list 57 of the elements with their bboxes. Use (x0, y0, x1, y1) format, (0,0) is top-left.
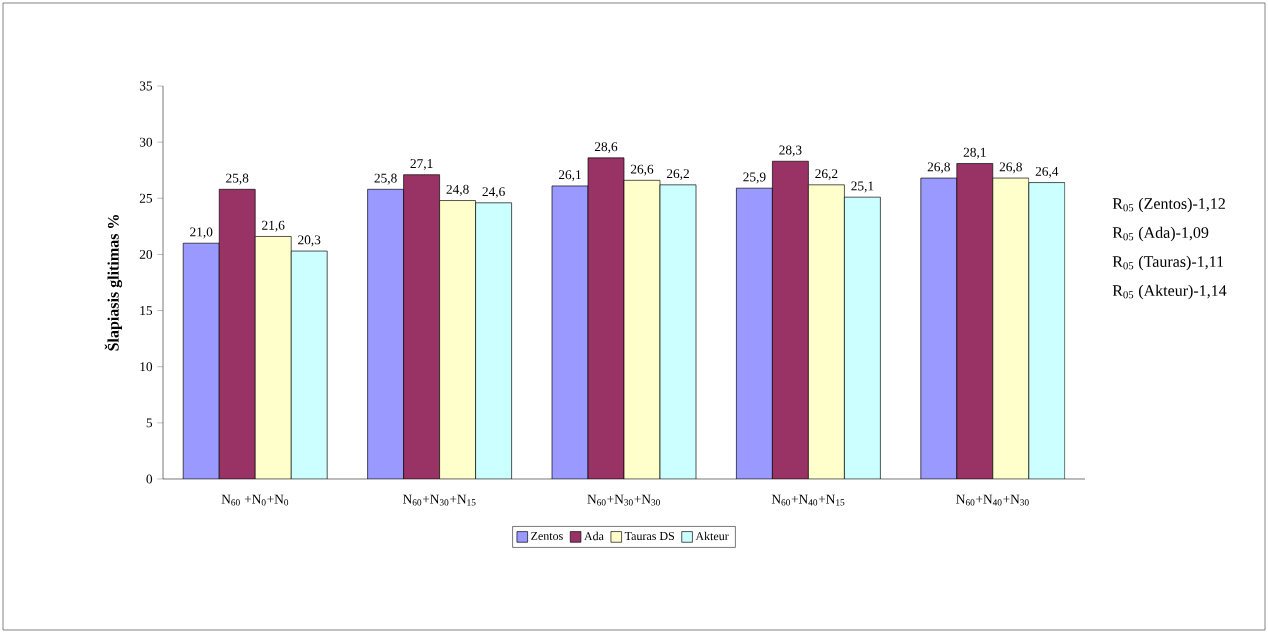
bar (588, 157, 624, 479)
text: R$_{05}$ (Zentos)-1,12 (1112, 197, 1225, 213)
data-label: 26,8 (927, 162, 950, 174)
bar (183, 243, 220, 479)
data-label: 25,1 (851, 181, 874, 193)
legend-label: Akteur (695, 531, 729, 541)
bar (439, 200, 476, 479)
y-tick-label: 20 (139, 249, 153, 259)
data-label: 26,2 (666, 169, 689, 181)
legend-label: Zentos (531, 531, 563, 540)
bar (624, 180, 661, 479)
data-label: 27,1 (410, 159, 433, 170)
bar (403, 174, 440, 479)
y-tick-label: 10 (140, 362, 153, 372)
text: R$_{05}$ (Ada)-1,09 (1112, 226, 1209, 242)
bar (920, 177, 958, 479)
data-label: 28,6 (594, 142, 618, 154)
y-tick-label: 35 (139, 81, 153, 91)
x-tick-label: N$_{60}$+N$_{40}$+N$_{15}$ (771, 494, 845, 506)
data-label: 26,4 (1035, 166, 1059, 178)
data-label: 21,6 (262, 220, 285, 232)
y-axis-title: Šlapiasis glitimas % (104, 215, 123, 351)
text: R$_{05}$ (Akteur)-1,14 (1112, 284, 1227, 300)
data-label: 20,3 (298, 235, 321, 247)
legend-label: Ada (584, 531, 604, 541)
y-tick-label: 15 (140, 306, 153, 316)
data-label: 26,8 (999, 162, 1022, 174)
bar (255, 236, 292, 479)
bar (992, 177, 1030, 479)
data-label: 25,9 (743, 172, 766, 184)
data-label: 24,6 (482, 187, 505, 198)
data-label: 21,0 (190, 227, 213, 239)
x-tick-label: N$_{60}$+N$_{30}$+N$_{30}$ (587, 494, 660, 506)
y-tick-label: 25 (139, 193, 153, 203)
x-tick-label: N$_{60}$ +N$_{0}$+N$_{0}$ (221, 494, 289, 506)
bar (808, 184, 845, 479)
data-label: 25,8 (374, 173, 397, 185)
y-tick-label: 0 (146, 474, 153, 484)
data-label: 28,3 (779, 145, 802, 157)
data-label: 26,1 (558, 170, 581, 182)
data-label: 26,6 (630, 164, 654, 176)
y-tick-label: 5 (146, 418, 153, 428)
bar (552, 185, 588, 479)
legend-label: Tauras DS (624, 531, 675, 541)
x-tick-label: N$_{60}$+N$_{30}$+N$_{15}$ (403, 494, 476, 506)
bar (219, 189, 256, 479)
bar (367, 189, 404, 479)
data-label: 25,8 (226, 173, 249, 185)
data-label: 26,2 (815, 169, 838, 181)
x-tick-label: N$_{60}$+N$_{40}$+N$_{30}$ (956, 494, 1029, 506)
bar (956, 163, 994, 479)
bar (772, 161, 809, 479)
data-label: 24,8 (446, 184, 469, 196)
data-label: 28,1 (963, 147, 986, 159)
bar (736, 188, 773, 479)
y-tick-label: 30 (139, 137, 153, 147)
text: R$_{05}$ (Tauras)-1,11 (1112, 255, 1224, 271)
